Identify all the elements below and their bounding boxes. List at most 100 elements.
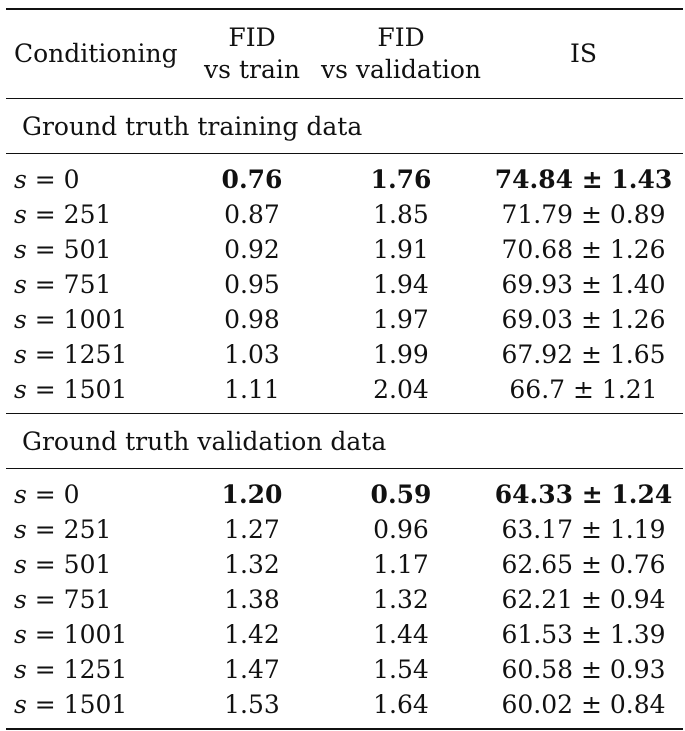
- cell-fid-validation: 1.99: [373, 340, 429, 369]
- cell-is: 69.93 ± 1.40: [501, 270, 666, 299]
- cell-fid-validation: 1.97: [373, 305, 429, 334]
- table-row: s = 501 0.92 1.91 70.68 ± 1.26: [6, 232, 683, 267]
- cell-fid-validation: 1.44: [373, 620, 429, 649]
- conditioning-variable: s: [14, 340, 27, 369]
- table-row: s = 0 1.20 0.59 64.33 ± 1.24: [6, 469, 683, 513]
- cell-conditioning: s = 1501: [6, 372, 186, 414]
- section-heading-row: Ground truth validation data: [6, 413, 683, 469]
- conditioning-value: = 501: [26, 235, 112, 264]
- header-fid-train-line1: FID: [228, 23, 276, 52]
- table-row: s = 501 1.32 1.17 62.65 ± 0.76: [6, 547, 683, 582]
- conditioning-variable: s: [14, 270, 27, 299]
- header-is: IS: [484, 8, 683, 99]
- cell-is: 71.79 ± 0.89: [501, 200, 666, 229]
- cell-is: 70.68 ± 1.26: [501, 235, 666, 264]
- cell-fid-validation: 1.32: [373, 585, 429, 614]
- results-table: Conditioning FID vs train FID vs validat…: [6, 8, 683, 730]
- conditioning-variable: s: [14, 305, 27, 334]
- table-row: s = 751 0.95 1.94 69.93 ± 1.40: [6, 267, 683, 302]
- cell-is: 60.58 ± 0.93: [501, 655, 666, 684]
- cell-conditioning: s = 751: [6, 582, 186, 617]
- cell-conditioning: s = 1251: [6, 337, 186, 372]
- cell-is: 66.7 ± 1.21: [484, 372, 683, 414]
- cell-is: 62.65 ± 0.76: [501, 550, 666, 579]
- header-fid-val-line1: FID: [377, 23, 425, 52]
- header-fid-train: FID vs train: [186, 8, 318, 99]
- conditioning-value: = 1001: [26, 620, 128, 649]
- table-header: Conditioning FID vs train FID vs validat…: [6, 8, 683, 99]
- conditioning-value: = 501: [26, 550, 112, 579]
- table-row: s = 251 1.27 0.96 63.17 ± 1.19: [6, 512, 683, 547]
- conditioning-variable: s: [14, 480, 27, 509]
- conditioning-value: = 1251: [26, 340, 128, 369]
- conditioning-variable: s: [14, 550, 27, 579]
- header-conditioning: Conditioning: [6, 8, 186, 99]
- cell-fid-validation: 0.96: [373, 515, 429, 544]
- conditioning-variable: s: [14, 515, 27, 544]
- cell-fid-validation: 1.76: [370, 165, 432, 194]
- cell-fid-train: 0.95: [224, 270, 280, 299]
- table-row: s = 1251 1.47 1.54 60.58 ± 0.93: [6, 652, 683, 687]
- table-row: s = 1001 0.98 1.97 69.03 ± 1.26: [6, 302, 683, 337]
- cell-fid-train: 1.53: [186, 687, 318, 730]
- cell-fid-validation: 1.54: [373, 655, 429, 684]
- cell-fid-train: 1.11: [186, 372, 318, 414]
- cell-is: 61.53 ± 1.39: [501, 620, 666, 649]
- conditioning-variable: s: [14, 375, 27, 404]
- table-row: s = 1501 1.53 1.64 60.02 ± 0.84: [6, 687, 683, 730]
- table-row: s = 1501 1.11 2.04 66.7 ± 1.21: [6, 372, 683, 414]
- cell-is: 67.92 ± 1.65: [501, 340, 666, 369]
- header-fid-validation: FID vs validation: [318, 8, 484, 99]
- cell-conditioning: s = 251: [6, 512, 186, 547]
- cell-conditioning: s = 751: [6, 267, 186, 302]
- section-title: Ground truth validation data: [6, 413, 683, 469]
- cell-conditioning: s = 1001: [6, 302, 186, 337]
- cell-fid-train: 1.38: [224, 585, 280, 614]
- cell-fid-validation: 1.17: [373, 550, 429, 579]
- conditioning-variable: s: [14, 585, 27, 614]
- cell-fid-train: 0.87: [224, 200, 280, 229]
- cell-fid-train: 1.27: [224, 515, 280, 544]
- conditioning-value: = 1251: [26, 655, 128, 684]
- cell-fid-train: 1.47: [224, 655, 280, 684]
- cell-fid-validation: 1.85: [373, 200, 429, 229]
- cell-is: 62.21 ± 0.94: [501, 585, 666, 614]
- cell-is: 69.03 ± 1.26: [501, 305, 666, 334]
- table-row: s = 0 0.76 1.76 74.84 ± 1.43: [6, 154, 683, 198]
- cell-conditioning: s = 1001: [6, 617, 186, 652]
- conditioning-variable: s: [14, 165, 27, 194]
- cell-conditioning: s = 501: [6, 232, 186, 267]
- table-row: s = 751 1.38 1.32 62.21 ± 0.94: [6, 582, 683, 617]
- table-row: s = 1251 1.03 1.99 67.92 ± 1.65: [6, 337, 683, 372]
- conditioning-value: = 751: [26, 270, 112, 299]
- cell-conditioning: s = 0: [6, 154, 186, 198]
- section-heading-row: Ground truth training data: [6, 98, 683, 154]
- conditioning-variable: s: [14, 235, 27, 264]
- section-title: Ground truth training data: [6, 98, 683, 154]
- conditioning-variable: s: [14, 620, 27, 649]
- cell-fid-train: 0.98: [224, 305, 280, 334]
- conditioning-value: = 1501: [26, 690, 128, 719]
- table-body: Ground truth training data s = 0 0.76 1.76 7…: [6, 98, 683, 730]
- cell-fid-train: 1.20: [221, 480, 283, 509]
- cell-is: 74.84 ± 1.43: [494, 165, 673, 194]
- header-fid-val-line2: vs validation: [320, 55, 482, 84]
- cell-fid-validation: 0.59: [370, 480, 432, 509]
- cell-conditioning: s = 1501: [6, 687, 186, 730]
- cell-is: 60.02 ± 0.84: [484, 687, 683, 730]
- conditioning-value: = 0: [26, 480, 80, 509]
- cell-conditioning: s = 0: [6, 469, 186, 513]
- header-fid-train-line2: vs train: [204, 55, 300, 84]
- header-row: Conditioning FID vs train FID vs validat…: [6, 8, 683, 99]
- conditioning-value: = 251: [26, 515, 112, 544]
- cell-fid-train: 0.92: [224, 235, 280, 264]
- cell-is: 64.33 ± 1.24: [494, 480, 673, 509]
- cell-conditioning: s = 1251: [6, 652, 186, 687]
- cell-fid-validation: 1.64: [318, 687, 484, 730]
- conditioning-value: = 0: [26, 165, 80, 194]
- cell-fid-train: 1.42: [224, 620, 280, 649]
- conditioning-value: = 1501: [26, 375, 128, 404]
- conditioning-variable: s: [14, 655, 27, 684]
- cell-fid-train: 1.32: [224, 550, 280, 579]
